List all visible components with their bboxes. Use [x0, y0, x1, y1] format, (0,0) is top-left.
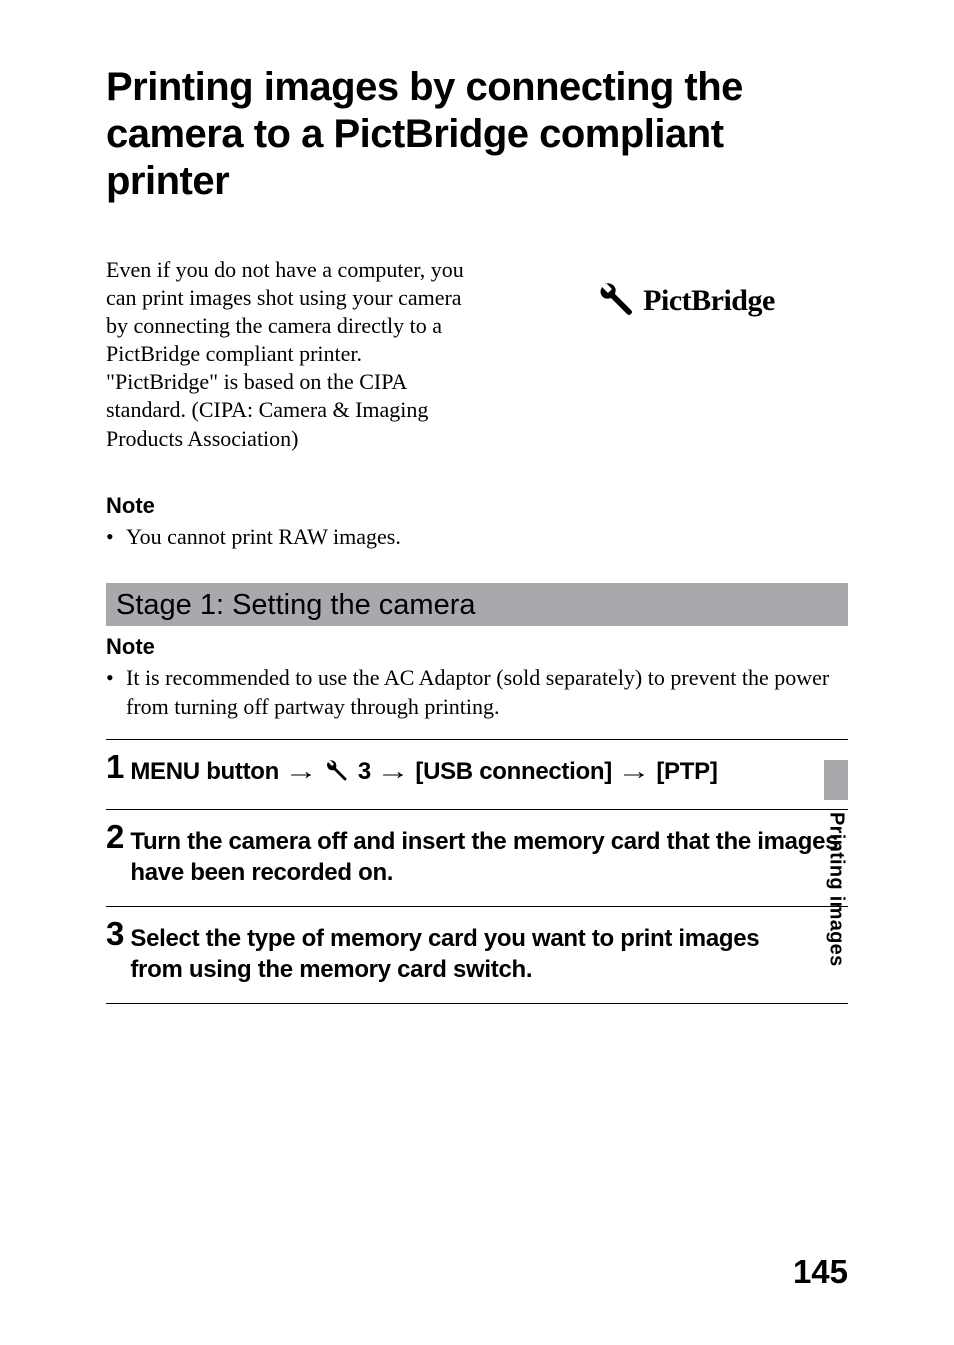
- page-title: Printing images by connecting the camera…: [106, 64, 848, 206]
- step-3-body: Select the type of memory card you want …: [130, 917, 848, 985]
- step-1-usb: [USB connection]: [415, 758, 612, 785]
- bullet-dot: •: [106, 664, 126, 721]
- note-2-heading: Note: [106, 634, 848, 660]
- step-1-three: 3: [358, 758, 371, 785]
- step-1-body: MENU button → 3 → [USB connection] → [PT…: [130, 750, 717, 790]
- page-number: 145: [793, 1253, 848, 1291]
- arrow-icon: →: [618, 756, 651, 787]
- section-tab-marker: [824, 760, 848, 800]
- section-tab-label: Printing images: [825, 812, 848, 967]
- pictbridge-icon: [599, 280, 637, 323]
- note-1-text: You cannot print RAW images.: [126, 523, 401, 552]
- step-2-body: Turn the camera off and insert the memor…: [130, 820, 848, 888]
- pictbridge-logo: PictBridge: [599, 280, 775, 323]
- arrow-icon: →: [285, 756, 318, 787]
- arrow-icon: →: [377, 756, 410, 787]
- stage-heading-text: Stage 1: Setting the camera: [116, 589, 838, 622]
- wrench-icon: [325, 758, 349, 790]
- step-1-number: 1: [106, 750, 124, 790]
- pictbridge-logo-text: PictBridge: [643, 284, 775, 318]
- bullet-dot: •: [106, 523, 126, 552]
- step-1-menu-label: MENU button: [130, 758, 279, 785]
- intro-paragraph: Even if you do not have a computer, you …: [106, 256, 486, 453]
- step-1-ptp: [PTP]: [656, 758, 717, 785]
- step-2: 2 Turn the camera off and insert the mem…: [106, 809, 848, 906]
- note-2-text: It is recommended to use the AC Adaptor …: [126, 664, 848, 721]
- step-1: 1 MENU button → 3 → [USB connection] → […: [106, 739, 848, 808]
- section-tab: Printing images: [824, 760, 848, 967]
- step-2-number: 2: [106, 820, 124, 888]
- stage-heading-bar: Stage 1: Setting the camera: [106, 583, 848, 626]
- note-1-heading: Note: [106, 493, 848, 519]
- step-3: 3 Select the type of memory card you wan…: [106, 906, 848, 1003]
- step-3-number: 3: [106, 917, 124, 985]
